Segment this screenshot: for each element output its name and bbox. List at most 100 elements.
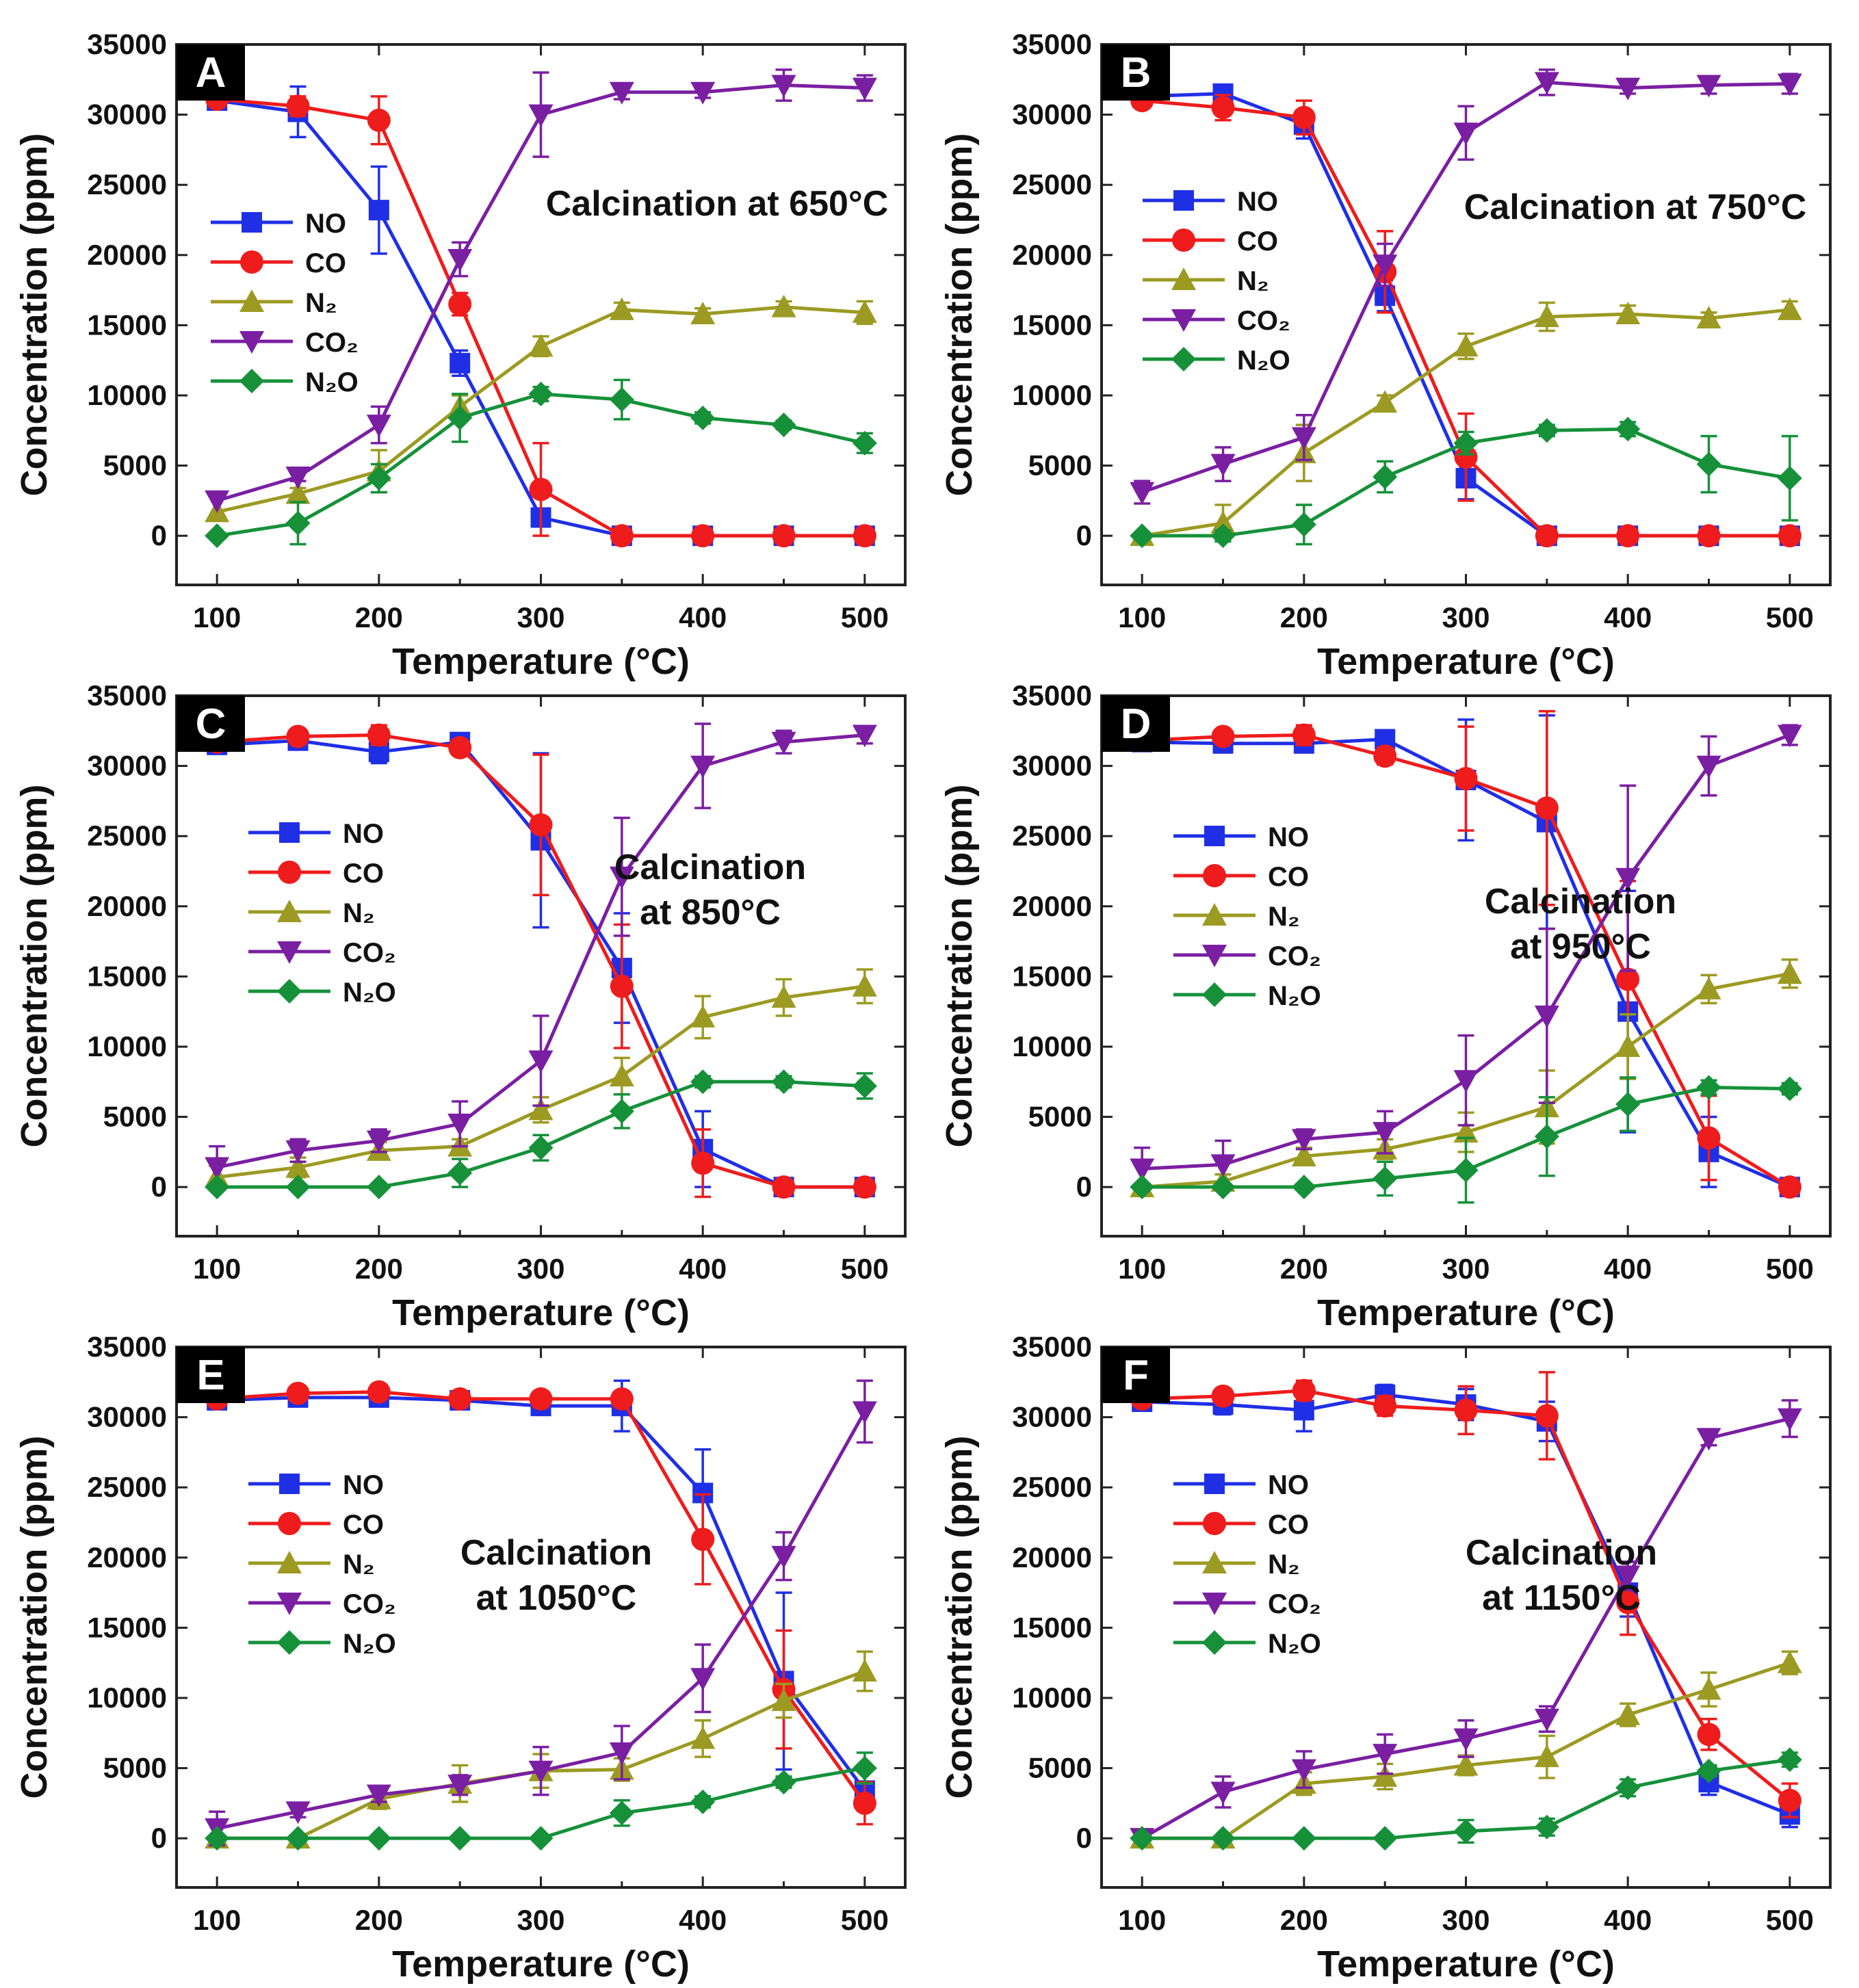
legend-label: N₂ <box>343 898 375 928</box>
data-point <box>610 524 634 548</box>
x-axis-label: Temperature (°C) <box>392 641 690 682</box>
legend-label: CO <box>305 248 346 278</box>
data-point <box>771 294 796 317</box>
data-point <box>447 405 473 430</box>
data-point <box>366 1130 391 1153</box>
y-tick-label: 30000 <box>1012 750 1092 782</box>
legend-marker <box>239 331 264 354</box>
data-point <box>1453 1158 1479 1183</box>
data-point <box>609 297 634 320</box>
legend-marker <box>1203 1512 1226 1535</box>
x-tick-label: 500 <box>1766 1904 1814 1936</box>
data-layer <box>205 722 877 1200</box>
data-point <box>852 973 877 997</box>
series-n2o <box>1130 1747 1802 1851</box>
x-axis-label: Temperature (°C) <box>1317 1944 1615 1985</box>
data-point <box>1696 75 1721 98</box>
x-tick-label: 200 <box>1280 1253 1328 1285</box>
data-point <box>1696 1758 1721 1783</box>
legend-marker <box>1202 945 1227 967</box>
legend-label: N₂O <box>1268 1629 1321 1659</box>
x-axis-label: Temperature (°C) <box>392 1944 690 1985</box>
legend: NO CO N₂ CO₂ N₂O <box>248 1470 396 1659</box>
legend: NO CO N₂ CO₂ N₂O <box>1173 822 1321 1011</box>
panel-e: 100 200 300 400 5000500010000150002000025000… <box>14 1331 907 1985</box>
data-point <box>1453 122 1479 146</box>
x-tick-label: 300 <box>517 1904 564 1936</box>
y-tick-label: 30000 <box>87 750 167 782</box>
data-point <box>1615 301 1641 324</box>
data-point <box>1130 1158 1155 1181</box>
data-point <box>771 1688 796 1712</box>
data-point <box>448 735 472 759</box>
plot-frame <box>1100 43 1832 586</box>
x-tick-label: 200 <box>355 1253 403 1285</box>
legend-label: N₂ <box>1237 266 1269 296</box>
legend-marker <box>1171 309 1196 332</box>
data-point <box>1291 512 1316 537</box>
y-tick-label: 10000 <box>87 1682 167 1714</box>
y-tick-label: 0 <box>1076 1170 1092 1203</box>
series-co2 <box>1130 1399 1802 1851</box>
y-tick-label: 20000 <box>1012 1541 1092 1573</box>
data-point <box>366 1175 391 1200</box>
legend-marker <box>277 1593 302 1615</box>
data-point <box>1291 1175 1316 1200</box>
data-point <box>1210 1154 1236 1177</box>
y-axis-label: Concentration (ppm) <box>14 785 55 1148</box>
data-point <box>450 352 471 374</box>
legend-label: NO <box>1268 822 1309 852</box>
panel-label: C <box>196 701 226 748</box>
legend-marker <box>277 941 302 964</box>
data-point <box>1534 1814 1559 1840</box>
data-point <box>771 1770 796 1795</box>
legend: NO CO N₂ CO₂ N₂O <box>1173 1470 1321 1659</box>
data-point <box>1696 452 1721 477</box>
panel-label-box <box>177 44 245 101</box>
data-point <box>690 81 716 105</box>
data-point <box>852 1073 877 1099</box>
data-point <box>1453 1818 1479 1844</box>
data-point <box>448 1387 472 1411</box>
y-tick-label: 20000 <box>87 239 167 271</box>
y-tick-label: 35000 <box>1012 679 1092 711</box>
x-tick-label: 100 <box>1118 601 1166 633</box>
data-point <box>690 1789 716 1814</box>
data-point <box>1616 967 1640 991</box>
x-axis-label: Temperature (°C) <box>1317 1292 1615 1333</box>
data-point <box>1130 523 1155 549</box>
data-point <box>852 430 877 456</box>
data-point <box>609 387 634 413</box>
data-point <box>447 1826 473 1851</box>
data-point <box>1615 1702 1641 1725</box>
data-layer <box>205 1379 877 1851</box>
data-point <box>285 467 311 489</box>
data-point <box>852 300 877 323</box>
data-point <box>772 1175 796 1199</box>
y-tick-label: 20000 <box>1012 239 1092 271</box>
legend-label: CO₂ <box>343 1589 396 1619</box>
x-tick-label: 200 <box>1280 1904 1328 1936</box>
data-point <box>1534 418 1559 443</box>
legend: NO CO N₂ CO₂ N₂O <box>211 209 359 397</box>
y-tick-label: 10000 <box>1012 1682 1092 1714</box>
data-point <box>691 1528 715 1552</box>
y-tick-label: 15000 <box>1012 960 1092 992</box>
legend-marker <box>1172 228 1195 252</box>
data-point <box>1616 1591 1640 1614</box>
series-co <box>205 723 876 1199</box>
y-tick-label: 35000 <box>87 1331 167 1363</box>
y-tick-label: 20000 <box>87 890 167 922</box>
data-point <box>1696 306 1721 329</box>
data-point <box>852 1755 877 1781</box>
data-point <box>1373 254 1398 278</box>
legend-marker <box>1173 190 1194 211</box>
legend-label: N₂O <box>343 1629 396 1659</box>
y-tick-label: 35000 <box>87 28 167 60</box>
data-point <box>367 1380 391 1404</box>
data-point <box>852 77 877 101</box>
panel-c: 100 200 300 400 5000500010000150002000025000… <box>14 679 907 1333</box>
legend-label: CO₂ <box>305 328 359 358</box>
x-tick-label: 100 <box>1118 1253 1166 1285</box>
data-point <box>1615 417 1641 442</box>
